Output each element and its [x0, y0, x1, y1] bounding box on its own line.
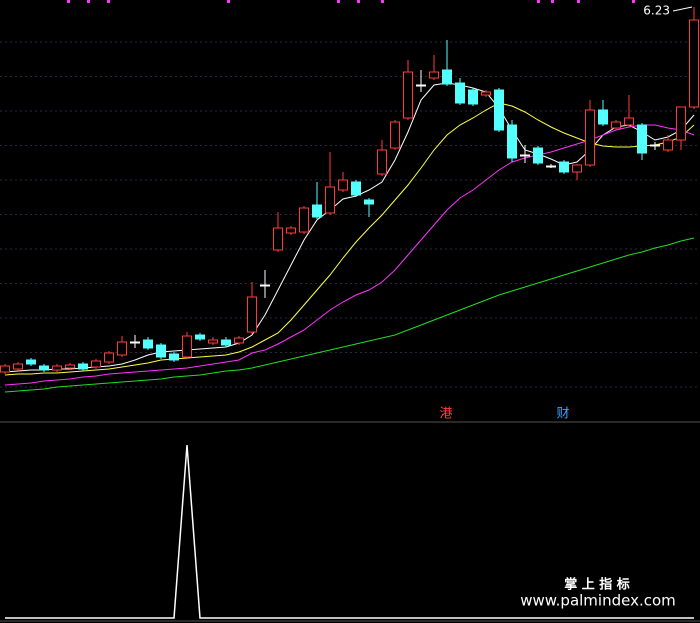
candle-body — [637, 124, 647, 154]
signal-label: 港 — [439, 407, 452, 422]
candle-body — [481, 91, 491, 96]
candle-body — [0, 365, 10, 373]
watermark-title: 掌 上 指 标 — [564, 577, 630, 593]
candle-body — [611, 121, 621, 129]
candle-body — [78, 363, 88, 370]
high-label: 6.23 — [643, 4, 670, 18]
candle-body — [52, 365, 62, 371]
candle-body — [507, 124, 517, 159]
candle-body — [624, 117, 634, 126]
candle-body — [208, 339, 218, 344]
candle-body — [195, 334, 205, 340]
candle-body — [533, 147, 543, 164]
candle-body — [247, 296, 257, 333]
candle-body — [676, 106, 686, 141]
candle-body — [403, 71, 413, 119]
candle-body — [143, 339, 153, 349]
candle-body — [273, 227, 283, 251]
candle-body — [338, 179, 348, 191]
candle-body — [455, 82, 465, 104]
candle-body — [390, 121, 400, 149]
candle-body — [442, 69, 452, 85]
top-markers — [67, 0, 635, 3]
candle-body — [234, 337, 244, 344]
candle-body — [13, 363, 23, 370]
candle-body — [494, 89, 504, 131]
candle-body — [468, 89, 478, 105]
signal-label: 财 — [556, 407, 569, 422]
candle-body — [351, 181, 361, 196]
candle-body — [559, 161, 569, 173]
candle-body — [65, 364, 75, 369]
candle-body — [546, 165, 556, 168]
candle-body — [312, 204, 322, 218]
high-arrow — [672, 6, 693, 12]
candle-body — [364, 199, 374, 205]
candle-body — [689, 19, 699, 108]
candle-body — [182, 335, 192, 358]
candle-body — [650, 144, 660, 147]
candle-body — [663, 139, 673, 151]
candle-body — [572, 164, 582, 173]
moving-average — [4, 124, 695, 386]
watermark-url: www.palmindex.com — [520, 592, 676, 610]
candle-body — [260, 284, 270, 287]
candle-body — [520, 154, 530, 157]
candle-body — [377, 149, 387, 175]
candle-body — [26, 359, 36, 365]
candle-body — [585, 109, 595, 166]
candle-body — [286, 227, 296, 234]
candle-body — [39, 365, 49, 371]
candle-body — [221, 339, 231, 346]
candle-body — [416, 84, 426, 87]
candle-body — [169, 353, 179, 361]
candle-body — [91, 360, 101, 368]
moving-average — [4, 82, 695, 373]
candle-body — [429, 71, 439, 79]
candle-body — [117, 341, 127, 356]
candle-body — [130, 341, 140, 344]
candle-body — [299, 207, 309, 233]
candle-body — [104, 352, 114, 363]
indicator-line — [5, 444, 694, 619]
candle-body — [598, 109, 608, 125]
moving-average — [4, 237, 695, 393]
candle-body — [325, 186, 335, 214]
moving-average — [4, 102, 695, 376]
candle-body — [156, 344, 166, 358]
